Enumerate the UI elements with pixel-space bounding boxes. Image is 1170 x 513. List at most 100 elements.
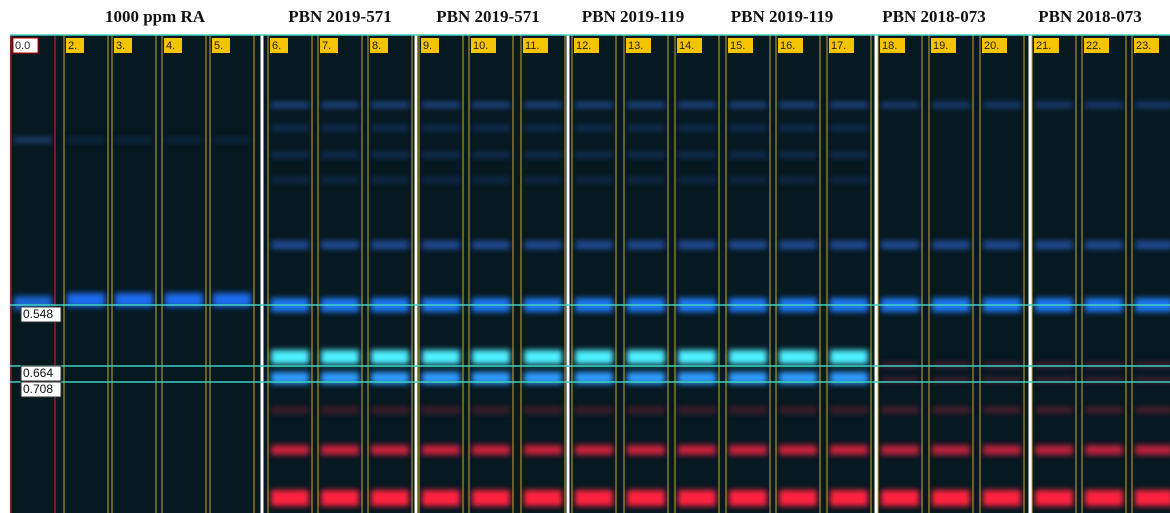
band [321, 177, 359, 183]
band [271, 350, 309, 364]
band [627, 125, 665, 131]
band [1085, 445, 1123, 455]
band [1135, 445, 1170, 455]
band [729, 350, 767, 364]
group-title: PBN 2019-119 [731, 7, 833, 26]
rf-label: 0.664 [23, 366, 53, 380]
band [932, 490, 970, 506]
band [271, 177, 309, 183]
band [1135, 490, 1170, 506]
band [983, 102, 1021, 108]
band [472, 445, 510, 455]
band [321, 152, 359, 158]
tlc-plate-view: 0.02.3.4.5.6.7.8.9.10.11.12.13.14.15.16.… [0, 0, 1170, 513]
band [1135, 407, 1170, 413]
band [627, 102, 665, 108]
band [472, 125, 510, 131]
band [371, 445, 409, 455]
band [575, 152, 613, 158]
band [881, 445, 919, 455]
band [213, 137, 251, 143]
band [472, 406, 510, 414]
band [729, 125, 767, 131]
band [371, 152, 409, 158]
band [627, 241, 665, 249]
band [983, 362, 1021, 368]
band [575, 241, 613, 249]
track-label: 15. [730, 40, 745, 52]
band [575, 125, 613, 131]
band [779, 125, 817, 131]
band [627, 406, 665, 414]
band [983, 445, 1021, 455]
band [729, 406, 767, 414]
band [678, 241, 716, 249]
band [627, 152, 665, 158]
group-title: PBN 2018-073 [1038, 7, 1141, 26]
track-label: 17. [831, 40, 846, 52]
band [321, 102, 359, 108]
band [729, 102, 767, 108]
band [575, 102, 613, 108]
track-label: 7. [322, 40, 331, 52]
track-label: 20. [984, 40, 999, 52]
band [627, 350, 665, 364]
track-label: 3. [116, 40, 125, 52]
band [321, 241, 359, 249]
track-label: 16. [780, 40, 795, 52]
band [983, 490, 1021, 506]
track-label: 23. [1136, 40, 1151, 52]
group-title: 1000 ppm RA [105, 7, 206, 26]
group-title: PBN 2019-571 [436, 7, 539, 26]
band [678, 125, 716, 131]
band [627, 445, 665, 455]
band [830, 490, 868, 506]
band [932, 362, 970, 368]
band [779, 490, 817, 506]
band [830, 241, 868, 249]
band [472, 241, 510, 249]
band [779, 241, 817, 249]
band [422, 241, 460, 249]
band [1035, 241, 1073, 249]
band [1135, 102, 1170, 108]
band [1085, 362, 1123, 368]
band [524, 102, 562, 108]
band [779, 445, 817, 455]
band [678, 490, 716, 506]
band [729, 152, 767, 158]
band [830, 350, 868, 364]
band [830, 125, 868, 131]
band [371, 102, 409, 108]
band [371, 490, 409, 506]
band [779, 177, 817, 183]
band [779, 406, 817, 414]
band [779, 152, 817, 158]
band [271, 152, 309, 158]
band [1085, 407, 1123, 413]
track-label: 0.0 [15, 40, 30, 52]
band [524, 445, 562, 455]
band [422, 152, 460, 158]
band [881, 241, 919, 249]
band [524, 125, 562, 131]
band [524, 152, 562, 158]
band [779, 102, 817, 108]
band [422, 490, 460, 506]
band [524, 177, 562, 183]
band [881, 362, 919, 368]
band [371, 406, 409, 414]
track-label: 13. [628, 40, 643, 52]
band [627, 177, 665, 183]
band [422, 350, 460, 364]
band [932, 407, 970, 413]
band [1135, 241, 1170, 249]
band [321, 490, 359, 506]
group-title: PBN 2019-571 [288, 7, 391, 26]
band [779, 350, 817, 364]
band [321, 350, 359, 364]
track-label: 18. [882, 40, 897, 52]
band [1085, 490, 1123, 506]
band [932, 102, 970, 108]
band [575, 490, 613, 506]
